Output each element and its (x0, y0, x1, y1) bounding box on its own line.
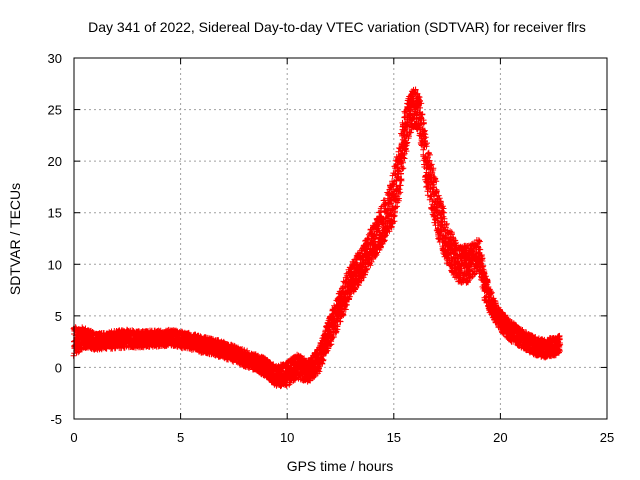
x-axis-label: GPS time / hours (287, 458, 394, 474)
y-tick-label: 0 (55, 360, 62, 375)
data-point (518, 335, 525, 342)
data-points (70, 86, 564, 390)
x-tick-label: 25 (600, 430, 614, 445)
data-point (557, 341, 564, 348)
data-point (380, 220, 387, 227)
x-tick-label: 20 (493, 430, 507, 445)
x-tick-label: 15 (387, 430, 401, 445)
data-point (390, 194, 397, 201)
data-point (401, 132, 408, 139)
data-point (358, 261, 365, 268)
y-tick-label: -5 (50, 412, 62, 427)
data-point (465, 261, 472, 268)
data-point (550, 343, 557, 350)
data-point (145, 335, 152, 342)
data-point (454, 261, 461, 268)
data-point (198, 341, 205, 348)
data-point (134, 336, 141, 343)
data-point (316, 356, 323, 363)
data-point (81, 334, 88, 341)
data-point (124, 335, 131, 342)
x-tick-label: 10 (280, 430, 294, 445)
y-tick-label: 30 (48, 51, 62, 66)
data-point (241, 355, 248, 362)
data-point (284, 370, 291, 377)
data-point (305, 368, 312, 375)
data-point (412, 103, 419, 110)
data-point (177, 336, 184, 343)
data-point (209, 343, 216, 350)
data-point (406, 111, 413, 118)
axis-ticks: 0 5 10 15 20 25 -5 0 5 10 15 20 25 30 (48, 51, 615, 445)
data-point (294, 363, 301, 370)
chart-title: Day 341 of 2022, Sidereal Day-to-day VTE… (88, 19, 586, 35)
y-tick-label: 15 (48, 206, 62, 221)
y-tick-label: 25 (48, 103, 62, 118)
y-tick-label: 10 (48, 257, 62, 272)
x-tick-label: 5 (177, 430, 184, 445)
data-point (92, 338, 99, 345)
data-point (476, 250, 483, 257)
data-point (166, 334, 173, 341)
data-point (252, 359, 259, 366)
data-point (230, 351, 237, 358)
plot-border (73, 57, 608, 420)
data-point (529, 341, 536, 348)
y-axis-label: SDTVAR / TECUs (7, 183, 23, 295)
grid (74, 58, 607, 419)
data-point (369, 240, 376, 247)
data-point (220, 346, 227, 353)
data-point (337, 302, 344, 309)
data-point (396, 168, 403, 175)
data-point (273, 373, 280, 380)
data-point (262, 364, 269, 371)
data-point (444, 240, 451, 247)
data-point (348, 276, 355, 283)
y-tick-label: 20 (48, 154, 62, 169)
data-point (113, 336, 120, 343)
data-point (417, 116, 424, 123)
data-point (156, 335, 163, 342)
data-point (508, 328, 515, 335)
data-point (433, 204, 440, 211)
data-point (422, 158, 429, 165)
sdtvar-point-markers (70, 86, 563, 390)
data-point (481, 281, 488, 288)
data-point (486, 297, 493, 304)
data-point (102, 337, 109, 344)
y-tick-label: 5 (55, 309, 62, 324)
data-point (326, 328, 333, 335)
data-point (188, 338, 195, 345)
x-tick-label: 0 (70, 430, 77, 445)
data-point (76, 336, 83, 343)
data-point (540, 345, 547, 352)
data-point (497, 318, 504, 325)
